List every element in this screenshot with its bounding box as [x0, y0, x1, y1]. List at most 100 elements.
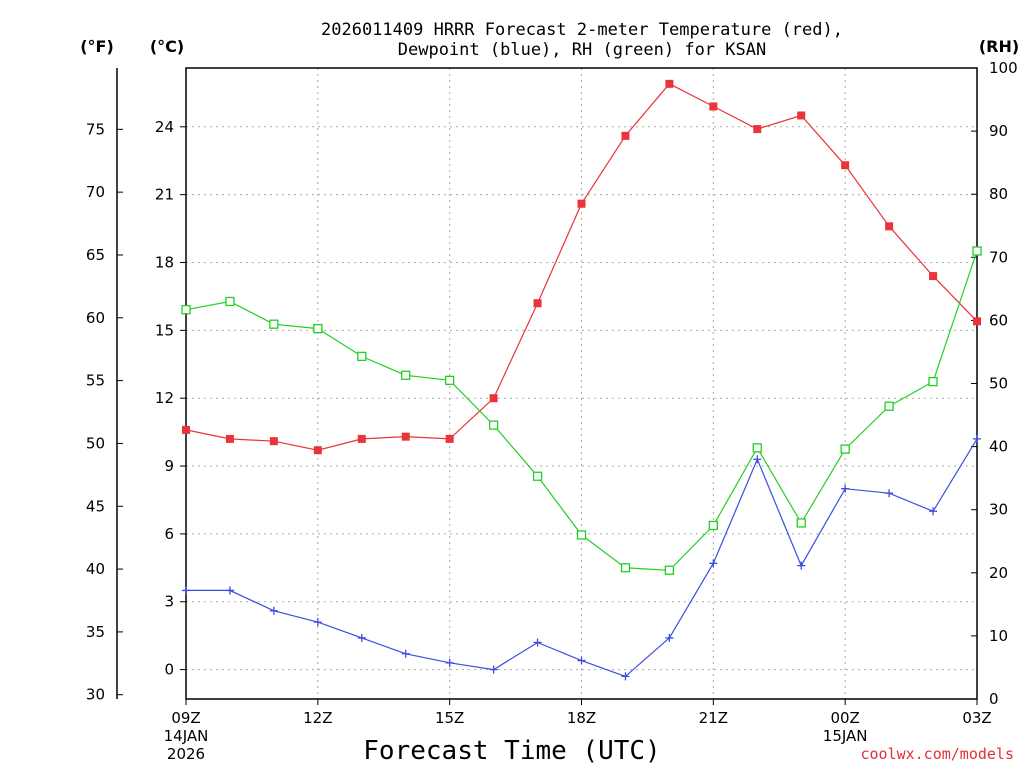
grid-lines	[186, 68, 977, 699]
rh-unit-label: (RH)	[979, 37, 1019, 56]
rh-tick-label: 40	[989, 438, 1008, 456]
celsius-tick-label: 3	[164, 593, 174, 611]
x-tick-label: 03Z	[962, 709, 991, 727]
data-point	[401, 370, 411, 380]
data-point	[269, 319, 279, 329]
x-tick-label: 09Z	[171, 709, 200, 727]
celsius-tick-label: 0	[164, 661, 174, 679]
data-point	[885, 489, 894, 498]
rh-tick-label: 90	[989, 122, 1008, 140]
data-point	[401, 649, 410, 658]
series-2-meter-temperature	[182, 79, 981, 455]
data-point	[797, 561, 806, 570]
x-tick-date: 15JAN	[823, 727, 868, 745]
celsius-tick-label: 12	[155, 389, 174, 407]
x-tick-label: 12Z	[303, 709, 332, 727]
data-point	[620, 563, 631, 573]
data-point	[225, 296, 235, 307]
fahrenheit-tick-label: 55	[86, 372, 105, 390]
data-point	[973, 317, 981, 326]
data-point	[445, 658, 454, 667]
series-dewpoint	[182, 434, 981, 681]
data-point	[445, 434, 454, 443]
data-point	[885, 222, 894, 231]
data-point	[577, 656, 586, 665]
data-point	[533, 638, 542, 647]
data-point	[797, 111, 806, 120]
fahrenheit-tick-label: 60	[86, 309, 105, 327]
data-point	[709, 102, 718, 111]
data-point	[313, 618, 322, 627]
x-tick-date: 14JAN	[164, 727, 209, 745]
data-point	[929, 272, 938, 281]
data-point	[621, 131, 630, 140]
data-point	[665, 633, 674, 642]
x-tick-label: 15Z	[435, 709, 464, 727]
celsius-tick-label: 6	[164, 525, 174, 543]
data-point	[840, 444, 850, 454]
data-point	[489, 665, 498, 674]
data-point	[665, 79, 674, 88]
fahrenheit-tick-label: 35	[86, 623, 105, 641]
rh-tick-label: 50	[989, 375, 1008, 393]
celsius-tick-label: 18	[155, 254, 174, 272]
data-point	[928, 376, 938, 387]
data-point	[577, 199, 586, 208]
rh-tick-label: 80	[989, 185, 1008, 203]
data-point	[841, 161, 850, 170]
celsius-tick-label: 21	[155, 186, 174, 204]
data-point	[532, 471, 543, 481]
series-rh	[181, 246, 982, 575]
plot-frame	[185, 67, 978, 700]
data-point	[621, 672, 630, 681]
rh-tick-label: 10	[989, 627, 1008, 645]
data-point	[313, 323, 323, 334]
fahrenheit-unit-label: (°F)	[80, 37, 114, 56]
data-point	[445, 375, 455, 385]
rh-tick-label: 0	[989, 690, 999, 708]
data-point	[269, 606, 278, 615]
data-point	[972, 246, 982, 256]
data-point	[753, 455, 762, 464]
data-point	[181, 305, 191, 315]
fahrenheit-tick-label: 75	[86, 120, 105, 138]
celsius-tick-label: 24	[155, 118, 174, 136]
data-point	[841, 484, 850, 493]
data-point	[313, 446, 322, 455]
data-point	[708, 520, 718, 531]
data-point	[796, 518, 806, 528]
data-point	[225, 434, 234, 443]
celsius-unit-label: (°C)	[150, 37, 184, 56]
fahrenheit-tick-label: 45	[86, 497, 105, 515]
fahrenheit-tick-label: 70	[86, 183, 105, 201]
celsius-tick-label: 15	[155, 321, 174, 339]
x-tick-label: 21Z	[699, 709, 728, 727]
x-tick-year: 2026	[167, 745, 205, 763]
data-point	[489, 394, 498, 403]
chart-title-line2: Dewpoint (blue), RH (green) for KSAN	[398, 40, 766, 60]
data-point	[357, 434, 366, 443]
data-point	[576, 530, 587, 540]
x-tick-label: 00Z	[830, 709, 859, 727]
rh-tick-label: 100	[989, 59, 1018, 77]
data-point	[533, 299, 542, 308]
rh-tick-label: 20	[989, 564, 1008, 582]
data-point	[884, 401, 894, 411]
rh-tick-label: 70	[989, 248, 1008, 266]
credit-text: coolwx.com/models	[860, 745, 1014, 763]
fahrenheit-tick-label: 65	[86, 246, 105, 264]
rh-tick-label: 30	[989, 501, 1008, 519]
data-series	[181, 79, 982, 681]
data-point	[225, 586, 234, 595]
data-point	[182, 425, 190, 434]
data-point	[752, 443, 762, 453]
data-point	[488, 420, 499, 430]
data-point	[401, 432, 410, 441]
chart-title-line1: 2026011409 HRRR Forecast 2-meter Tempera…	[321, 20, 843, 40]
data-point	[182, 586, 190, 595]
x-axis-label: Forecast Time (UTC)	[363, 736, 660, 766]
data-point	[753, 125, 762, 134]
fahrenheit-tick-label: 30	[86, 686, 105, 704]
